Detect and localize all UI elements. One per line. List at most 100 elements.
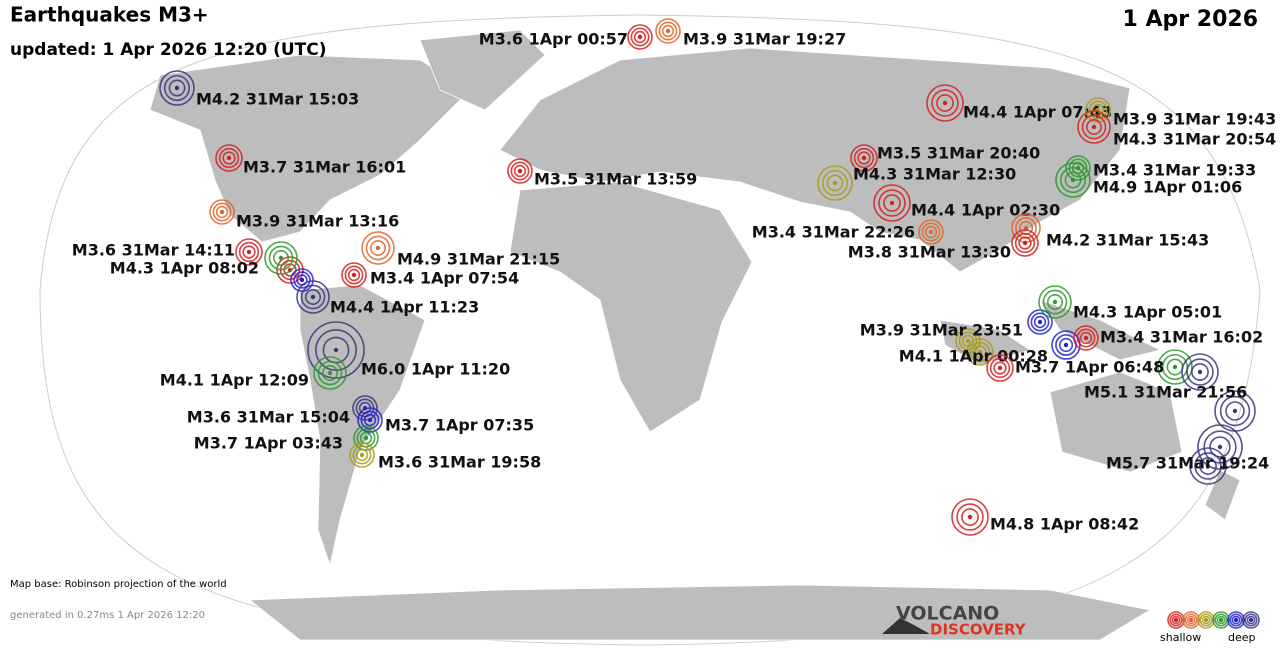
quake-ring	[344, 265, 364, 285]
quake-label: M3.7 31Mar 16:01	[243, 158, 406, 177]
quake-ring	[238, 241, 260, 263]
quake-center	[1218, 617, 1224, 623]
quake-ring	[1033, 315, 1047, 329]
quake-ring	[349, 442, 375, 468]
quake-center	[997, 365, 1003, 371]
quake-ring	[921, 222, 941, 242]
quake-ring	[1076, 328, 1096, 348]
quake-label: M4.1 1Apr 12:09	[160, 371, 309, 390]
quake-ring	[510, 161, 530, 181]
quake-center	[327, 370, 333, 376]
quake-label: M4.9 1Apr 01:06	[1093, 178, 1242, 197]
quake-ring	[365, 235, 391, 261]
quake-ring	[1216, 615, 1226, 625]
quake-ring	[321, 364, 338, 381]
quake-ring	[222, 151, 236, 165]
quake-center	[1248, 617, 1254, 623]
quake-center	[928, 229, 934, 235]
quake-ring	[1197, 424, 1243, 470]
quake-label: M3.6 31Mar 19:58	[378, 453, 541, 472]
quake-ring	[926, 84, 964, 122]
quake-label: M3.5 31Mar 20:40	[877, 144, 1040, 163]
quake-ring	[951, 498, 989, 536]
quake-center	[367, 417, 373, 423]
quake-ring	[956, 503, 984, 531]
quake-ring	[1182, 611, 1200, 629]
quake-label: M4.3 1Apr 08:02	[110, 259, 259, 278]
quake-ring	[1059, 166, 1087, 194]
quake-center	[665, 28, 671, 34]
quake-ring	[1085, 97, 1111, 123]
logo-volcano: VOLCANO	[896, 603, 999, 625]
quake-ring	[1081, 114, 1107, 140]
quake-ring	[513, 164, 527, 178]
quake-ring	[1015, 217, 1037, 239]
quake-ring	[1079, 331, 1093, 345]
quake-ring	[1030, 312, 1050, 332]
quake-ring	[212, 202, 232, 222]
quake-ring	[1058, 337, 1074, 353]
quake-ring	[1199, 613, 1213, 627]
quake-ring	[630, 27, 650, 47]
quake-ring	[1246, 615, 1256, 625]
quake-center	[278, 255, 284, 261]
quake-ring	[360, 410, 380, 430]
quake-ring	[878, 189, 906, 217]
quake-center	[889, 200, 895, 206]
quake-ring	[1229, 613, 1243, 627]
quake-ring	[821, 169, 849, 197]
quake-ring	[352, 445, 372, 465]
date: 1 Apr 2026	[1123, 7, 1258, 32]
quake-label: M4.4 1Apr 07:43	[963, 103, 1112, 122]
quake-ring	[272, 250, 289, 267]
quake-ring	[1088, 100, 1108, 120]
quake-label: M4.9 31Mar 21:15	[397, 250, 560, 269]
quake-ring	[993, 361, 1007, 375]
quake-ring	[1184, 613, 1198, 627]
quake-center	[1063, 342, 1069, 348]
quake-label: M3.9 31Mar 23:51	[860, 321, 1023, 340]
quake-center	[1217, 444, 1223, 450]
quake-ring	[936, 94, 954, 112]
quake-ring	[853, 147, 875, 169]
quake-ring	[313, 356, 347, 390]
quake-ring	[300, 284, 326, 310]
quake-label: M3.6 31Mar 15:04	[187, 408, 350, 427]
quake-center	[1233, 617, 1239, 623]
quake-ring	[215, 205, 229, 219]
logo-icon	[882, 618, 930, 634]
quake-center	[1197, 369, 1203, 375]
quake-center	[965, 338, 971, 344]
quake-center	[1037, 319, 1043, 325]
quake-ring	[296, 280, 330, 314]
quake-label: M3.5 31Mar 13:59	[534, 170, 697, 189]
quake-label: M3.6 1Apr 00:57	[479, 30, 628, 49]
quake-label: M4.3 1Apr 05:01	[1073, 303, 1222, 322]
quake-ring	[507, 158, 533, 184]
quake-ring	[955, 328, 981, 354]
quake-center	[1203, 617, 1209, 623]
quake-label: M4.3 31Mar 12:30	[853, 165, 1016, 184]
quake-ring	[1086, 119, 1103, 136]
quake-ring	[369, 240, 386, 257]
quake-ring	[826, 174, 844, 192]
quake-ring	[973, 345, 987, 359]
quake-ring	[1171, 615, 1181, 625]
quake-ring	[1064, 171, 1082, 189]
quake-ring	[661, 24, 675, 38]
quake-label: M3.9 31Mar 19:27	[683, 30, 846, 49]
quake-ring	[1027, 309, 1053, 335]
quake-ring	[1231, 615, 1241, 625]
quake-label: M3.7 1Apr 07:35	[385, 416, 534, 435]
map-base: Map base: Robinson projection of the wor…	[10, 579, 227, 590]
quake-label: M4.3 31Mar 20:54	[1113, 130, 1276, 149]
generated: generated in 0.27ms 1 Apr 2026 12:20	[10, 610, 205, 621]
quake-ring	[1225, 401, 1245, 421]
quake-ring	[1055, 162, 1091, 198]
logo-discovery: DISCOVERY	[930, 621, 1027, 639]
quake-ring	[1194, 452, 1222, 480]
quake-ring	[1201, 615, 1211, 625]
quake-label: M6.0 1Apr 11:20	[361, 360, 510, 379]
quake-center	[174, 85, 180, 91]
